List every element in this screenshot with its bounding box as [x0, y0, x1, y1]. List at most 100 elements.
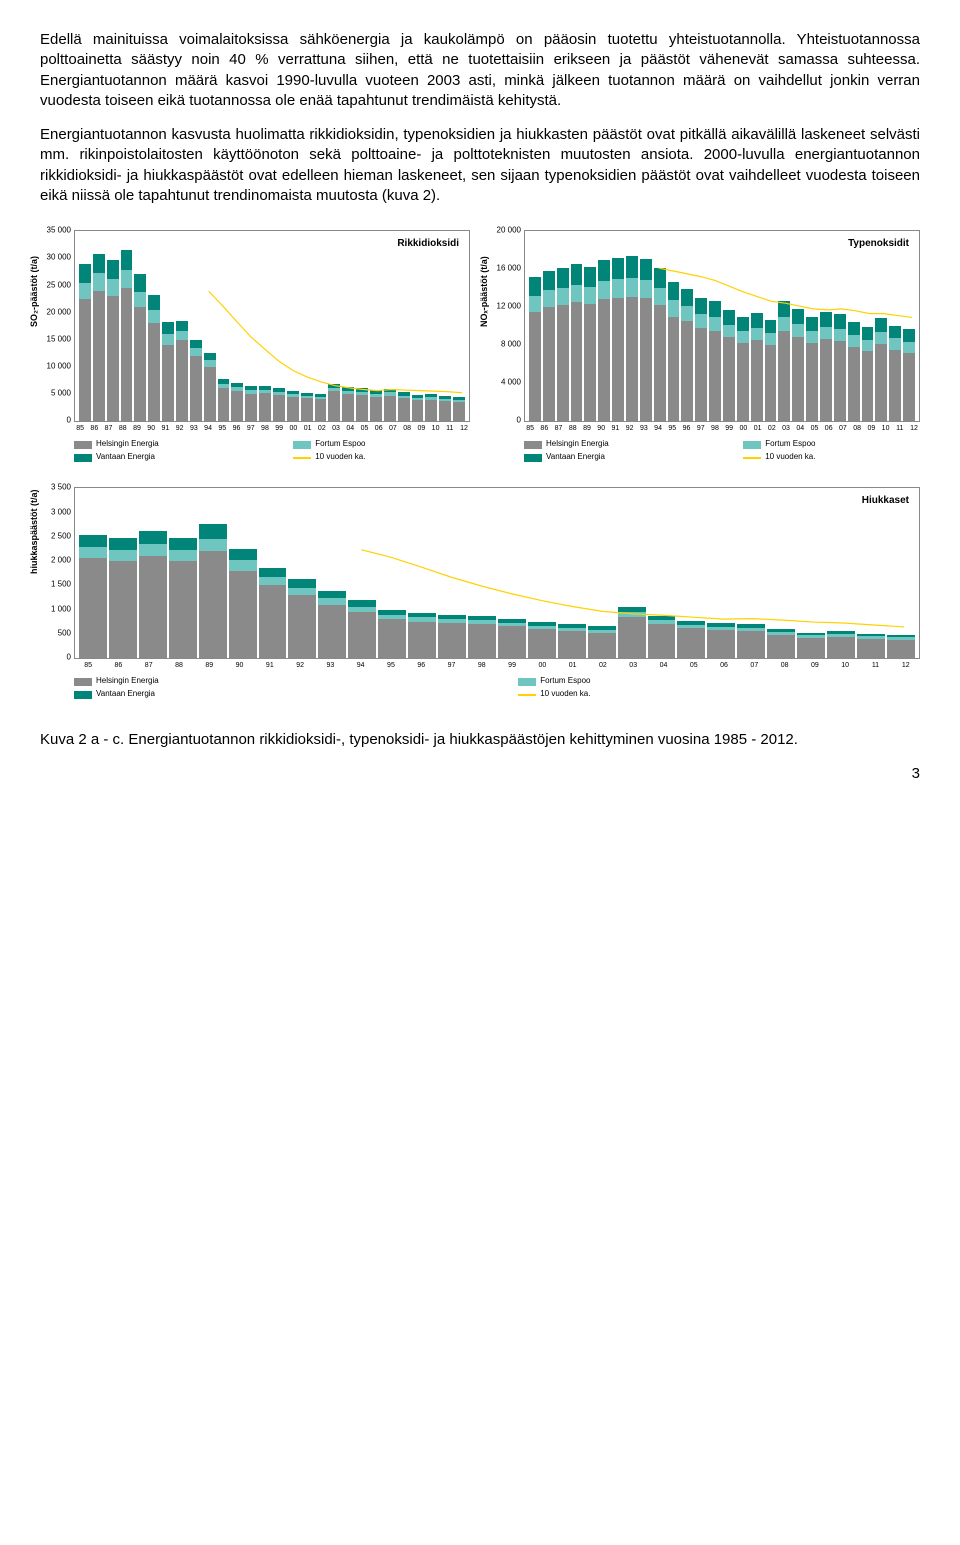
chart-so2: SO₂-päästöt (t/a) Rikkidioksidi 05 00010…	[40, 230, 470, 463]
nox-yticks: 04 0008 00012 00016 00020 000	[491, 231, 523, 421]
bar-08	[767, 488, 795, 658]
legend-for: Fortum Espoo	[293, 439, 470, 450]
bar-10	[827, 488, 855, 658]
swatch-ma	[518, 694, 536, 696]
so2-legend: Helsingin Energia Fortum Espoo Vantaan E…	[74, 439, 470, 463]
bar-98	[259, 231, 271, 421]
bar-94	[204, 231, 216, 421]
bar-99	[273, 231, 285, 421]
pm-ylabel: hiukkaspäästöt (t/a)	[28, 489, 40, 574]
bar-89	[584, 231, 596, 421]
chart-pm: hiukkaspäästöt (t/a) Hiukkaset 05001 000…	[40, 487, 920, 700]
nox-ylabel: NOₓ-päästöt (t/a)	[478, 256, 490, 327]
paragraph-1: Edellä mainituissa voimalaitoksissa sähk…	[40, 30, 920, 111]
legend-hel: Helsingin Energia	[74, 676, 488, 687]
swatch-hel	[524, 441, 542, 449]
nox-legend: Helsingin Energia Fortum Espoo Vantaan E…	[524, 439, 920, 463]
legend-van: Vantaan Energia	[74, 452, 263, 463]
charts-row-2: hiukkaspäästöt (t/a) Hiukkaset 05001 000…	[40, 487, 920, 700]
so2-xaxis: 8586878889909192939495969798990001020304…	[74, 422, 470, 433]
bar-12	[453, 231, 465, 421]
bar-12	[903, 231, 915, 421]
swatch-van	[74, 691, 92, 699]
swatch-hel	[74, 678, 92, 686]
bar-97	[438, 488, 466, 658]
legend-for-label: Fortum Espoo	[540, 676, 590, 687]
legend-hel: Helsingin Energia	[524, 439, 713, 450]
legend-ma: 10 vuoden ka.	[293, 452, 470, 463]
pm-plot: Hiukkaset 05001 0001 5002 0002 5003 0003…	[74, 487, 920, 659]
bar-05	[806, 231, 818, 421]
bar-11	[439, 231, 451, 421]
paragraph-2: Energiantuotannon kasvusta huolimatta ri…	[40, 125, 920, 206]
bar-90	[598, 231, 610, 421]
swatch-for	[743, 441, 761, 449]
bar-98	[468, 488, 496, 658]
legend-for: Fortum Espoo	[518, 676, 920, 687]
bar-88	[121, 231, 133, 421]
bar-86	[109, 488, 137, 658]
swatch-for	[518, 678, 536, 686]
bar-96	[681, 231, 693, 421]
bar-99	[498, 488, 526, 658]
nox-xaxis: 8586878889909192939495969798990001020304…	[524, 422, 920, 433]
bar-09	[862, 231, 874, 421]
bar-11	[889, 231, 901, 421]
bar-98	[709, 231, 721, 421]
bar-94	[654, 231, 666, 421]
legend-for: Fortum Espoo	[743, 439, 920, 450]
bar-96	[408, 488, 436, 658]
bar-85	[79, 488, 107, 658]
bar-87	[139, 488, 167, 658]
legend-ma-label: 10 vuoden ka.	[315, 452, 365, 463]
bar-02	[315, 231, 327, 421]
legend-van-label: Vantaan Energia	[96, 689, 155, 700]
bar-89	[134, 231, 146, 421]
bar-01	[751, 231, 763, 421]
bar-03	[618, 488, 646, 658]
bar-93	[318, 488, 346, 658]
bar-92	[288, 488, 316, 658]
bar-95	[218, 231, 230, 421]
bar-92	[626, 231, 638, 421]
bar-06	[820, 231, 832, 421]
legend-ma: 10 vuoden ka.	[743, 452, 920, 463]
bar-04	[648, 488, 676, 658]
bar-88	[571, 231, 583, 421]
bar-07	[384, 231, 396, 421]
pm-yticks: 05001 0001 5002 0002 5003 0003 500	[41, 488, 73, 658]
figure-caption: Kuva 2 a - c. Energiantuotannon rikkidio…	[40, 730, 920, 750]
bar-97	[695, 231, 707, 421]
bar-05	[677, 488, 705, 658]
bar-12	[887, 488, 915, 658]
nox-bars	[529, 231, 915, 421]
swatch-van	[524, 454, 542, 462]
swatch-ma	[293, 457, 311, 459]
bar-01	[301, 231, 313, 421]
nox-plot: Typenoksidit 04 0008 00012 00016 00020 0…	[524, 230, 920, 422]
bar-10	[425, 231, 437, 421]
bar-86	[93, 231, 105, 421]
bar-88	[169, 488, 197, 658]
bar-00	[737, 231, 749, 421]
legend-for-label: Fortum Espoo	[315, 439, 365, 450]
bar-00	[287, 231, 299, 421]
bar-03	[328, 231, 340, 421]
bar-06	[370, 231, 382, 421]
bar-91	[162, 231, 174, 421]
bar-04	[342, 231, 354, 421]
page-number: 3	[40, 764, 920, 784]
pm-legend: Helsingin Energia Fortum Espoo Vantaan E…	[74, 676, 920, 700]
bar-03	[778, 231, 790, 421]
legend-hel-label: Helsingin Energia	[96, 676, 159, 687]
legend-hel-label: Helsingin Energia	[96, 439, 159, 450]
bar-89	[199, 488, 227, 658]
bar-09	[412, 231, 424, 421]
bar-02	[588, 488, 616, 658]
bar-10	[875, 231, 887, 421]
so2-yticks: 05 00010 00015 00020 00025 00030 00035 0…	[41, 231, 73, 421]
swatch-for	[293, 441, 311, 449]
bar-96	[231, 231, 243, 421]
bar-87	[557, 231, 569, 421]
legend-van-label: Vantaan Energia	[96, 452, 155, 463]
